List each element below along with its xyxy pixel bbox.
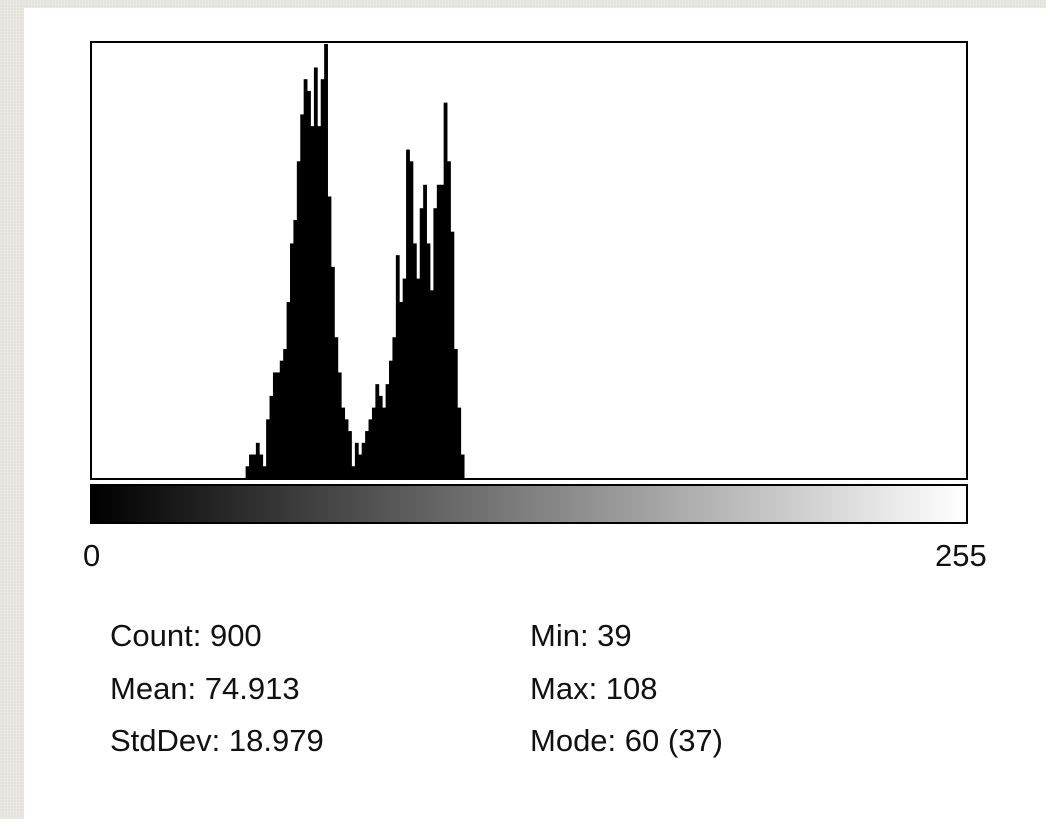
histogram-bar — [419, 208, 424, 478]
histogram-bar — [259, 454, 264, 478]
stat-mean: Mean: 74.913 — [110, 671, 300, 706]
stat-count: Count: 900 — [110, 618, 262, 653]
histogram-bar — [389, 360, 393, 478]
histogram-bar — [334, 337, 339, 478]
histogram-bar — [279, 360, 284, 478]
histogram-bar — [365, 431, 369, 478]
histogram-bar — [392, 337, 397, 478]
histogram-bar — [406, 149, 410, 478]
histogram-bar — [436, 184, 441, 478]
histogram-bar — [262, 466, 267, 478]
histogram-window: 0 255 Count: 900 Mean: 74.913 StdDev: 18… — [24, 8, 1046, 819]
histogram-bar — [378, 395, 383, 478]
stat-stddev: StdDev: 18.979 — [110, 723, 324, 758]
histogram-bar — [330, 266, 335, 478]
histogram-bar — [252, 454, 257, 478]
histogram-bar — [341, 407, 346, 478]
histogram-bar — [450, 231, 455, 478]
histogram-bar — [385, 384, 390, 478]
histogram-bar — [453, 348, 458, 478]
histogram-bar — [351, 466, 356, 478]
histogram-bar — [300, 114, 305, 478]
histogram-bars — [245, 44, 465, 479]
histogram-bar — [443, 102, 448, 479]
histogram-bar — [296, 161, 301, 479]
stat-max: Max: 108 — [530, 671, 658, 706]
histogram-bar — [337, 372, 342, 478]
histogram-bar — [266, 419, 270, 478]
histogram-bar — [307, 90, 311, 479]
histogram-bar — [399, 302, 404, 478]
histogram-bar — [324, 44, 328, 478]
histogram-chart — [90, 41, 968, 524]
histogram-bar — [447, 161, 451, 479]
histogram-bar — [358, 454, 363, 478]
histogram-bar — [361, 442, 366, 478]
histogram-bar — [293, 219, 298, 478]
histogram-bar — [382, 407, 387, 478]
histogram-bar — [440, 184, 445, 478]
histogram-bar — [395, 255, 400, 478]
histogram-bar — [402, 278, 407, 478]
histogram-bar — [283, 348, 287, 478]
colorbar — [90, 484, 968, 524]
histogram-bar — [303, 79, 308, 478]
x-axis-min-label: 0 — [83, 538, 101, 573]
histogram-bar — [327, 196, 332, 479]
histogram-bar — [317, 126, 322, 479]
histogram-bar — [344, 419, 349, 478]
histogram-bar — [429, 290, 434, 478]
histogram-bar — [416, 278, 421, 478]
histogram-bar — [409, 161, 414, 479]
histogram-bar — [354, 442, 359, 478]
histogram-bar — [426, 243, 431, 478]
histogram-bar — [313, 67, 318, 479]
histogram-bar — [368, 419, 373, 478]
histogram-bar — [375, 384, 380, 478]
histogram-bar — [320, 79, 325, 478]
histogram-bar — [276, 372, 281, 478]
histogram-bar — [423, 184, 427, 478]
histogram-bar — [412, 243, 417, 478]
plot-frame — [90, 41, 968, 480]
histogram-bar — [433, 208, 438, 478]
histogram-bar — [310, 126, 315, 479]
histogram-bar — [245, 466, 250, 478]
histogram-bar — [272, 372, 277, 478]
histogram-bar — [269, 395, 274, 478]
histogram-bar — [371, 407, 376, 478]
histogram-bar — [286, 302, 291, 478]
histogram-bar — [249, 454, 253, 478]
histogram-bar — [348, 431, 352, 478]
stat-min: Min: 39 — [530, 618, 632, 653]
histogram-bar — [255, 442, 260, 478]
histogram-bar — [290, 243, 294, 478]
stat-mode: Mode: 60 (37) — [530, 723, 723, 758]
x-axis-max-label: 255 — [935, 538, 987, 573]
histogram-bar — [457, 407, 462, 478]
histogram-bar — [460, 454, 465, 478]
